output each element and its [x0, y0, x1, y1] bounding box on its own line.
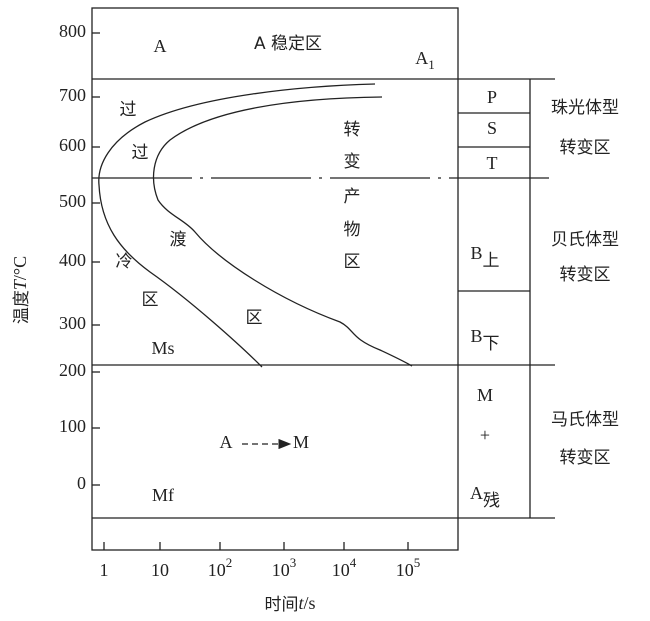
b-lower: B下 — [470, 326, 499, 354]
y-tick-label: 400 — [59, 250, 86, 270]
label: 区 — [142, 290, 159, 310]
part: 温度 — [12, 290, 32, 324]
base: B — [470, 326, 482, 346]
label: 区 — [344, 252, 361, 272]
label: A 稳定区 — [254, 34, 322, 54]
label: 马氏体型 — [551, 410, 619, 430]
part: /°C — [10, 256, 30, 280]
y-tick-label: 100 — [59, 416, 86, 436]
exponent: 2 — [226, 555, 233, 570]
b-upper: B上 — [470, 243, 499, 271]
base: 10 — [272, 560, 290, 580]
subscript: 下 — [483, 334, 500, 354]
base: 10 — [396, 560, 414, 580]
part: t — [298, 593, 304, 613]
subscript: 1 — [428, 57, 435, 72]
base: 10 — [208, 560, 226, 580]
label: 冷 — [116, 252, 133, 272]
part: /s — [304, 593, 316, 613]
label: 过 — [120, 100, 137, 120]
label: M — [477, 385, 493, 405]
y-tick-label: 300 — [59, 313, 86, 333]
x-tick-label: 1 — [100, 560, 109, 580]
label: 过 — [132, 143, 149, 163]
base: 10 — [151, 560, 169, 580]
x-tick-label: 102 — [208, 555, 233, 580]
exponent: 3 — [290, 555, 297, 570]
label: A — [220, 432, 233, 452]
x-axis-label: 时间t/s — [264, 593, 315, 615]
a1-label: A1 — [415, 48, 435, 72]
y-axis-label: 温度T/°C — [10, 256, 32, 324]
label: Ms — [151, 338, 174, 358]
y-tick-label: 600 — [59, 135, 86, 155]
y-tick-label: 700 — [59, 85, 86, 105]
y-tick-label: 0 — [77, 473, 86, 493]
label: 物 — [344, 220, 361, 240]
label: 区 — [246, 308, 263, 328]
label: 转变区 — [560, 265, 611, 285]
subscript: 上 — [483, 251, 500, 271]
x-tick-label: 103 — [272, 555, 297, 580]
part: 时间 — [264, 595, 298, 615]
label: 产 — [344, 187, 361, 207]
exponent: 5 — [414, 555, 421, 570]
x-tick-label: 104 — [332, 555, 357, 580]
label: Mf — [152, 485, 174, 505]
x-tick-label: 105 — [396, 555, 421, 580]
label: T — [487, 153, 498, 173]
exponent: 4 — [350, 555, 357, 570]
label: 转变区 — [560, 138, 611, 158]
y-tick-label: 200 — [59, 360, 86, 380]
label: A — [154, 36, 167, 56]
label: 贝氏体型 — [551, 230, 619, 250]
subscript: 残 — [483, 491, 500, 511]
y-tick-label: 500 — [59, 191, 86, 211]
base: A — [470, 483, 483, 503]
base: B — [470, 243, 482, 263]
finish-curve — [152, 96, 413, 367]
label: + — [480, 425, 490, 445]
start-curve — [98, 83, 376, 368]
base: A — [415, 48, 428, 68]
x-tick-label: 10 — [151, 560, 169, 580]
plot-frame — [91, 7, 459, 551]
label: 变 — [344, 152, 361, 172]
label: M — [293, 432, 309, 452]
label: P — [487, 87, 497, 107]
part: T — [10, 278, 30, 290]
a-residual: A残 — [470, 483, 500, 511]
base: 1 — [100, 560, 109, 580]
base: 10 — [332, 560, 350, 580]
label: 珠光体型 — [551, 98, 619, 118]
label: 渡 — [170, 230, 187, 250]
label: 转 — [344, 120, 361, 140]
label: S — [487, 118, 497, 138]
y-tick-label: 800 — [59, 21, 86, 41]
label: 转变区 — [560, 448, 611, 468]
